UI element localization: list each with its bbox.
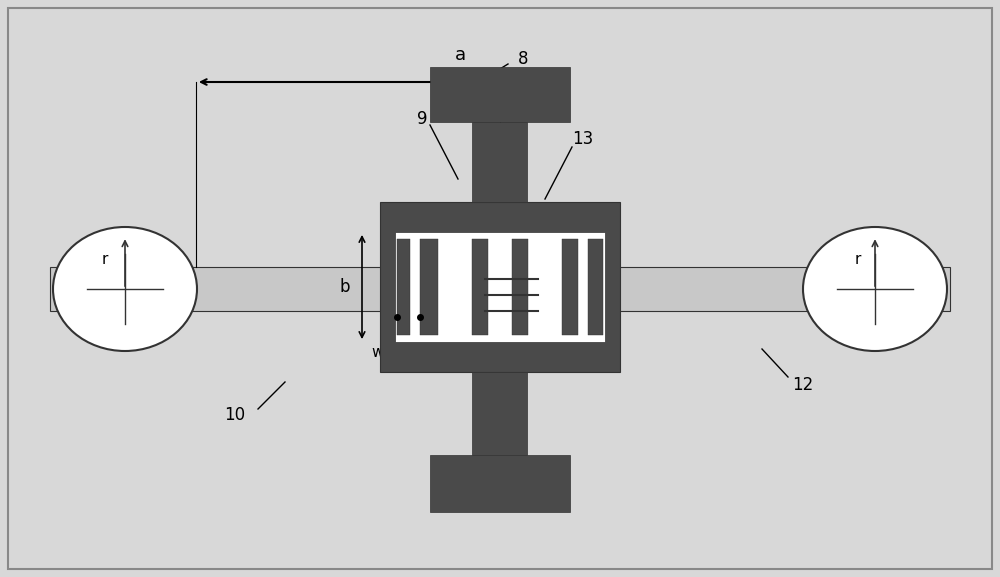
Text: 13: 13 — [572, 130, 593, 148]
Ellipse shape — [53, 227, 197, 351]
Bar — [430, 455, 570, 512]
Bar — [50, 267, 950, 311]
Text: 8: 8 — [518, 50, 528, 68]
Text: a: a — [454, 46, 466, 64]
Bar — [472, 122, 527, 202]
Bar — [472, 239, 488, 335]
Bar — [380, 202, 620, 372]
Text: 10: 10 — [224, 406, 246, 424]
Bar — [562, 239, 578, 335]
Bar — [588, 239, 603, 335]
Text: w: w — [372, 345, 384, 360]
Bar — [430, 67, 570, 122]
Text: h: h — [378, 284, 388, 299]
Text: 9: 9 — [417, 110, 427, 128]
Bar — [397, 239, 410, 335]
Bar — [420, 239, 438, 335]
Text: 12: 12 — [792, 376, 813, 394]
Bar — [395, 232, 605, 342]
Text: r: r — [855, 252, 861, 267]
Bar — [472, 372, 527, 455]
Bar — [512, 239, 528, 335]
Text: b: b — [340, 278, 350, 296]
Text: d: d — [405, 345, 415, 360]
Ellipse shape — [803, 227, 947, 351]
Text: r: r — [102, 252, 108, 267]
